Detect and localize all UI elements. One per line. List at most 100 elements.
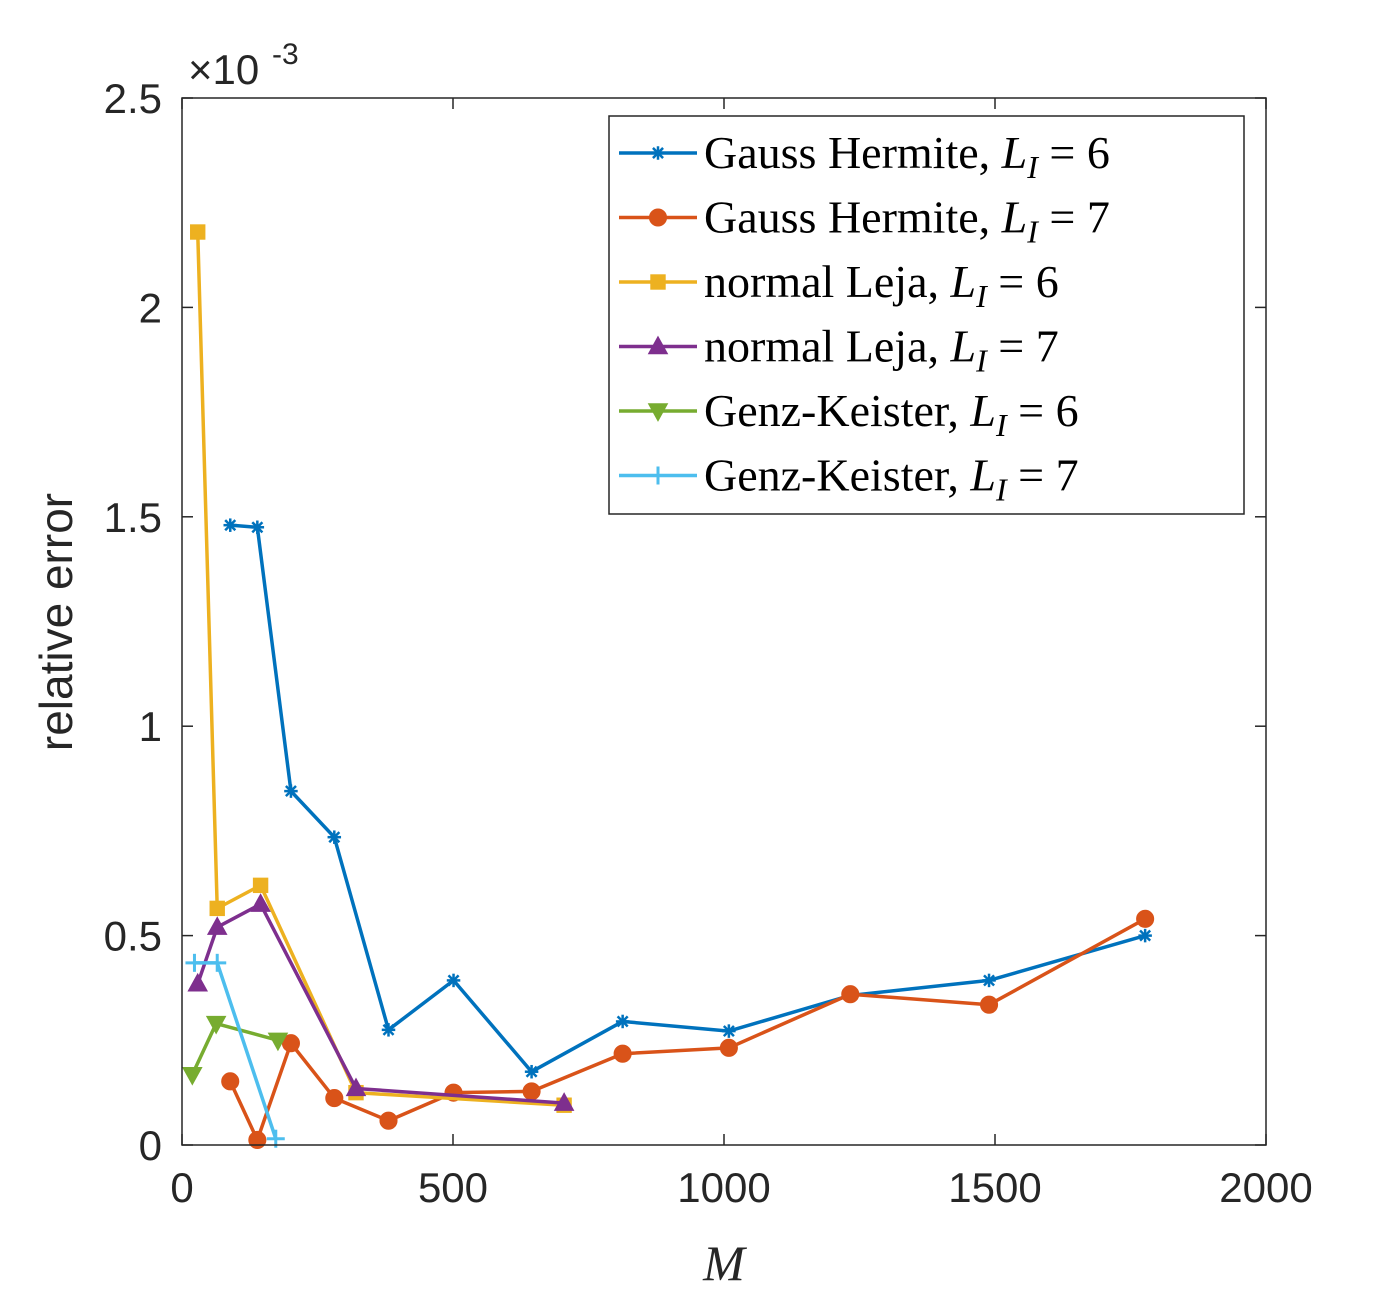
- marker-asterisk-point: [284, 784, 298, 798]
- x-tick-label: 500: [418, 1164, 488, 1211]
- marker-circle-point: [841, 985, 860, 1004]
- marker-asterisk-point: [982, 973, 996, 988]
- marker-circle-point: [979, 995, 999, 1014]
- marker-triangle-down-point: [267, 1032, 289, 1052]
- marker-circle-point: [719, 1038, 738, 1057]
- legend-item: Genz-Keister, LI = 6: [619, 385, 1079, 443]
- marker-circle-point: [1136, 909, 1155, 928]
- series-4: [187, 893, 575, 1111]
- marker-asterisk-point: [223, 518, 237, 532]
- legend-label-sub: I: [995, 407, 1008, 443]
- marker-asterisk-point: [327, 830, 342, 844]
- legend-label-value: = 6: [1007, 385, 1079, 436]
- y-axis-exponent: ×10 -3: [188, 38, 299, 93]
- marker-triangle-up-legend: [647, 335, 669, 355]
- marker-triangle-up-point: [345, 1077, 367, 1097]
- legend-label: Gauss Hermite, LI = 6: [704, 127, 1110, 185]
- legend-label-sub: I: [1026, 149, 1039, 185]
- ticks-layer: 0 500 1000 1500 2000 0 0.5 1 1.5 2 2.5: [104, 75, 1313, 1211]
- series-1: [223, 518, 1152, 1079]
- marker-square-legend: [650, 274, 666, 290]
- series-line: [228, 917, 1146, 1142]
- marker-circle-point: [379, 1111, 398, 1130]
- legend-label: Gauss Hermite, LI = 7: [704, 192, 1110, 250]
- y-axis-label: relative error: [30, 493, 82, 751]
- marker-circle-point: [613, 1044, 632, 1063]
- marker-asterisk-point: [381, 1023, 396, 1037]
- legend-box: [608, 115, 1245, 515]
- marker-square-point: [252, 877, 269, 894]
- x-tick-label: 0: [170, 1164, 193, 1211]
- legend-label-text: normal Leja,: [704, 256, 951, 307]
- marker-triangle-up-point: [187, 972, 209, 992]
- legend-item: Gauss Hermite, LI = 7: [619, 192, 1110, 250]
- legend-label-sub: I: [975, 343, 988, 379]
- legend-item: normal Leja, LI = 6: [619, 256, 1059, 314]
- x-tick-label: 2000: [1219, 1164, 1312, 1211]
- marker-asterisk-point: [1138, 928, 1152, 943]
- legend-label-text: normal Leja,: [704, 321, 951, 372]
- legend-label: Genz-Keister, LI = 6: [704, 385, 1079, 443]
- y-multiplier: ×10: [188, 46, 259, 93]
- marker-triangle-down-point: [182, 1066, 203, 1086]
- legend-item: normal Leja, LI = 7: [619, 321, 1059, 379]
- y-tick-label: 1.5: [104, 494, 162, 541]
- marker-asterisk-point: [446, 973, 461, 988]
- marker-asterisk-legend: [651, 146, 665, 160]
- x-tick-label: 1000: [677, 1164, 770, 1211]
- marker-triangle-down-point: [205, 1015, 227, 1035]
- legend-label-text: Gauss Hermite,: [704, 192, 1002, 243]
- legend-label-sub: I: [995, 472, 1008, 508]
- marker-triangle-up-point: [206, 916, 228, 935]
- marker-circle-point: [281, 1034, 300, 1053]
- legend-label-var: L: [1001, 192, 1028, 243]
- marker-plus-point: [185, 953, 204, 972]
- marker-circle-point: [248, 1130, 267, 1150]
- legend-label-value: = 6: [987, 256, 1059, 307]
- series-layer: [182, 224, 1155, 1150]
- marker-plus-legend: [649, 466, 667, 485]
- legend-label-text: Gauss Hermite,: [704, 127, 1002, 178]
- series-5: [182, 1015, 289, 1086]
- marker-asterisk-point: [524, 1064, 539, 1079]
- legend-label-text: Genz-Keister,: [704, 385, 970, 436]
- legend-label-value: = 7: [987, 321, 1059, 372]
- series-line: [230, 523, 1146, 1074]
- legend-label-var: L: [950, 256, 977, 307]
- legend-label-var: L: [969, 450, 996, 501]
- marker-asterisk-point: [250, 520, 265, 535]
- marker-asterisk-point: [722, 1024, 736, 1038]
- y-exponent: -3: [272, 38, 299, 71]
- marker-triangle-down-legend: [647, 403, 669, 422]
- y-tick-label: 2: [139, 284, 162, 331]
- legend-label-var: L: [950, 321, 977, 372]
- marker-circle-point: [221, 1072, 240, 1091]
- marker-circle-legend: [648, 208, 668, 227]
- marker-square-point: [190, 224, 206, 240]
- marker-triangle-up-point: [553, 1092, 575, 1111]
- x-axis-label: M: [702, 1235, 747, 1291]
- legend-label-value: = 7: [1038, 192, 1110, 243]
- legend-label: normal Leja, LI = 6: [704, 256, 1059, 314]
- marker-plus-point: [208, 953, 227, 972]
- y-tick-label: 1: [139, 703, 162, 750]
- legend-label-value: = 7: [1007, 450, 1079, 501]
- marker-triangle-up-point: [250, 893, 271, 912]
- legend-label: normal Leja, LI = 7: [704, 321, 1059, 379]
- legend-label-value: = 6: [1038, 127, 1110, 178]
- marker-circle-point: [325, 1089, 344, 1108]
- legend-label: Genz-Keister, LI = 7: [704, 450, 1079, 508]
- marker-square-point: [209, 900, 225, 917]
- legend-label-var: L: [1001, 127, 1028, 178]
- y-tick-label: 0: [139, 1122, 162, 1169]
- legend-label-var: L: [969, 385, 996, 436]
- x-tick-label: 1500: [948, 1164, 1041, 1211]
- y-tick-label: 2.5: [104, 75, 162, 122]
- legend-label-sub: I: [1026, 214, 1039, 250]
- y-tick-label: 0.5: [104, 913, 162, 960]
- marker-circle-point: [522, 1082, 541, 1101]
- legend-label-sub: I: [975, 278, 988, 314]
- legend-item: Genz-Keister, LI = 7: [619, 450, 1079, 508]
